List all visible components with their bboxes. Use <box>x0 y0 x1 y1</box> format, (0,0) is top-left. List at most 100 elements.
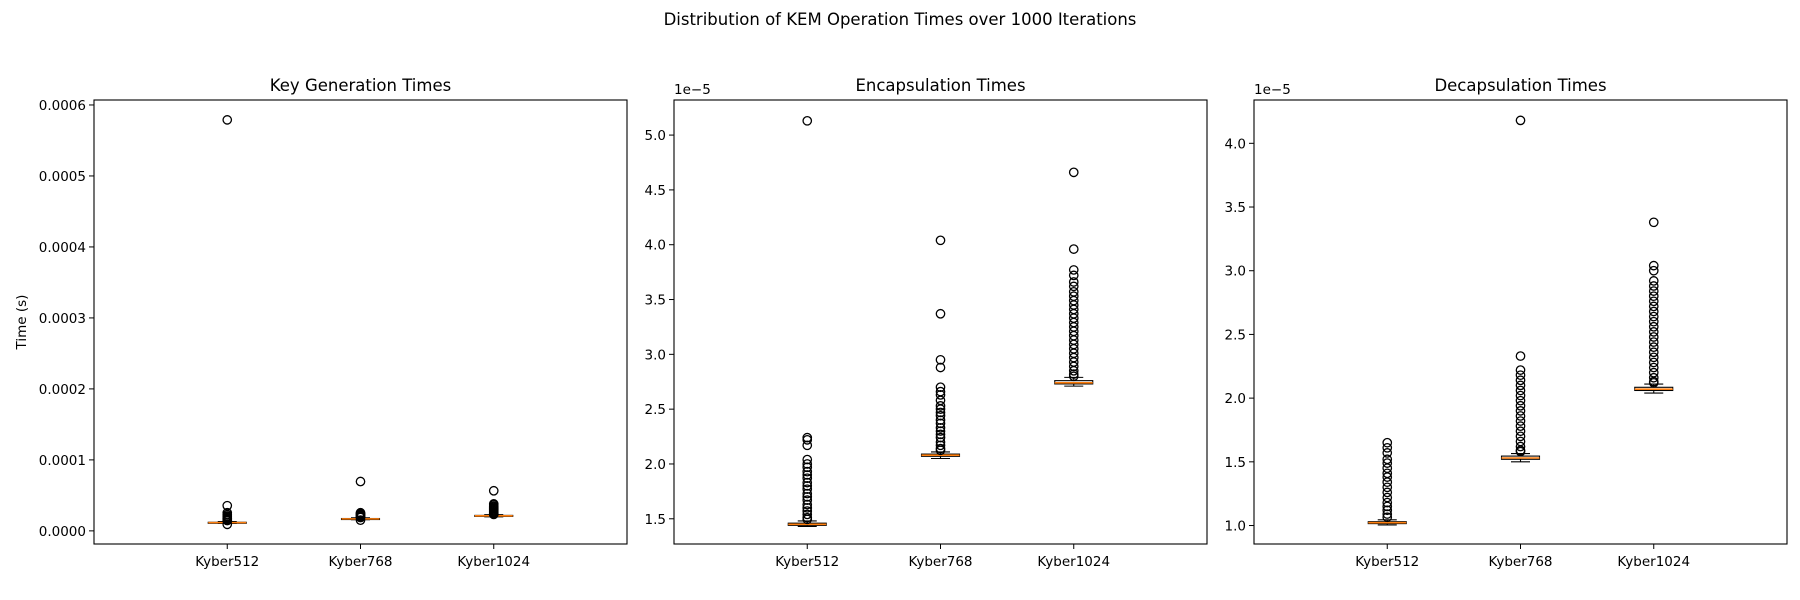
outlier-point <box>1382 512 1393 523</box>
box-Kyber1024 <box>1054 167 1094 387</box>
outlier-point <box>1515 446 1526 457</box>
outlier-point <box>935 354 946 365</box>
axes-frame <box>93 99 628 545</box>
outlier-point <box>1068 365 1079 376</box>
outlier-point <box>935 418 946 429</box>
outlier-point <box>802 492 813 502</box>
outlier-point <box>935 422 946 433</box>
box-Kyber512 <box>207 115 247 530</box>
outlier-point <box>935 426 946 436</box>
outlier-point <box>1648 342 1659 353</box>
y-tick-label: 2.5 <box>645 402 666 418</box>
y-tick-label: 0.0003 <box>39 311 86 327</box>
outlier-point <box>802 499 813 510</box>
outlier-point <box>1515 370 1526 381</box>
y-tick-label: 5.0 <box>645 128 666 144</box>
outlier-point <box>1648 296 1659 307</box>
box-Kyber512 <box>1367 437 1407 526</box>
y-tick-label: 1.5 <box>645 512 666 528</box>
outlier-point <box>802 115 813 126</box>
y-tick-label: 2.5 <box>1225 327 1246 343</box>
y-tick-label: 0.0000 <box>39 524 86 540</box>
y-tick-label: 3.5 <box>645 293 666 309</box>
x-tick-label: Kyber512 <box>775 554 839 570</box>
outlier-point <box>1648 362 1659 373</box>
outlier-point <box>1648 372 1659 383</box>
axes-frame <box>673 99 1208 545</box>
outlier-point <box>488 485 499 496</box>
y-tick-label: 0.0004 <box>39 240 86 256</box>
outlier-point <box>1515 380 1526 391</box>
outlier-point <box>1648 306 1659 317</box>
outlier-point <box>1068 167 1079 178</box>
outlier-point <box>1068 281 1079 292</box>
outlier-point <box>1648 311 1659 322</box>
figure-title: Distribution of KEM Operation Times over… <box>664 10 1137 29</box>
outlier-point <box>1515 385 1526 396</box>
outlier-point <box>1648 276 1659 286</box>
outlier-point <box>1382 482 1393 493</box>
outlier-point <box>1068 244 1079 254</box>
outlier-point <box>802 466 813 477</box>
outlier-point <box>1648 316 1659 327</box>
outlier-point <box>1648 332 1659 342</box>
x-tick-label: Kyber768 <box>1488 554 1552 570</box>
outlier-point <box>935 362 946 373</box>
axes-frame <box>1253 99 1788 545</box>
y-tick-label: 1.5 <box>1225 455 1246 471</box>
outlier-point <box>1515 431 1526 442</box>
outlier-point <box>1515 400 1526 411</box>
y-offset-label: 1e−5 <box>674 82 711 98</box>
outlier-point <box>1382 509 1393 519</box>
outlier-point <box>1515 411 1526 421</box>
y-tick-label: 0.0002 <box>39 382 86 398</box>
outlier-point <box>355 476 366 487</box>
outlier-point <box>1515 441 1526 452</box>
y-tick-label: 0.0006 <box>39 98 86 114</box>
outlier-point <box>1382 458 1393 468</box>
y-tick-label: 1.0 <box>1225 519 1246 535</box>
box-Kyber512 <box>787 115 827 528</box>
outlier-point <box>802 509 813 520</box>
outlier-point <box>935 440 946 451</box>
y-offset-label: 1e−5 <box>1254 82 1291 98</box>
outlier-point <box>935 390 946 400</box>
y-tick-label: 2.0 <box>645 457 666 473</box>
outlier-point <box>1648 337 1659 347</box>
outlier-point <box>802 477 813 488</box>
outlier-point <box>1382 487 1393 498</box>
outlier-point <box>935 404 946 415</box>
outlier-point <box>802 435 813 445</box>
outlier-point <box>935 401 946 411</box>
outlier-point <box>1515 406 1526 416</box>
outlier-point <box>355 512 366 523</box>
outlier-point <box>935 429 946 440</box>
outlier-point <box>802 470 813 480</box>
y-tick-label: 3.0 <box>1225 264 1246 280</box>
outlier-point <box>802 440 813 451</box>
outlier-point <box>935 308 946 319</box>
outlier-point <box>1515 426 1526 437</box>
outlier-point <box>802 502 813 513</box>
outlier-point <box>802 495 813 505</box>
outlier-point <box>1648 286 1659 296</box>
box-Kyber768 <box>340 476 381 525</box>
outlier-point <box>1648 265 1659 276</box>
y-tick-label: 4.0 <box>645 238 666 254</box>
panel-title: Decapsulation Times <box>1434 76 1606 95</box>
x-tick-label: Kyber768 <box>328 554 392 570</box>
y-tick-label: 4.5 <box>645 183 666 199</box>
outlier-point <box>935 235 946 246</box>
outlier-point <box>802 459 813 469</box>
panel-3: Decapsulation Times 1e−5 1.0 1.5 2.0 2.5 3.0 3.… <box>1225 76 1788 570</box>
outlier-point <box>1068 270 1079 281</box>
outlier-point <box>1648 217 1659 228</box>
outlier-point <box>935 445 946 456</box>
y-tick-label: 0.0005 <box>39 169 86 185</box>
outlier-point <box>802 488 813 499</box>
outlier-point <box>1382 477 1393 488</box>
outlier-point <box>222 519 233 530</box>
outlier-point <box>802 473 813 484</box>
outlier-point <box>1648 347 1659 358</box>
